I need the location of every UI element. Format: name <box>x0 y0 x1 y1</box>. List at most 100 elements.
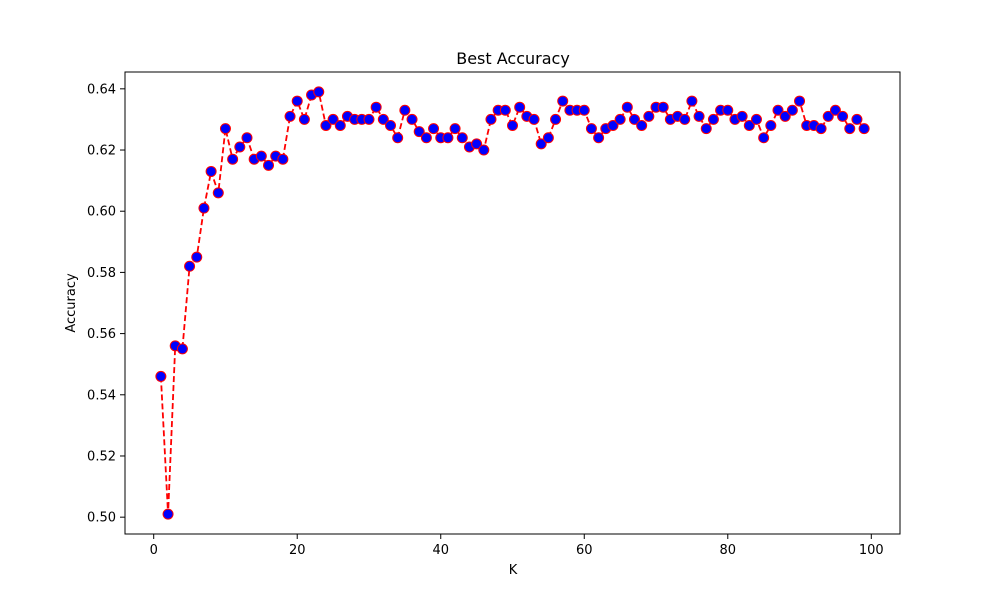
data-point <box>636 120 648 132</box>
data-point <box>786 104 798 116</box>
x-tick-label: 80 <box>720 543 737 558</box>
data-point <box>686 95 698 107</box>
data-point <box>478 144 490 156</box>
data-point <box>837 110 849 122</box>
data-point <box>643 110 655 122</box>
x-tick-label: 100 <box>859 543 884 558</box>
data-point <box>557 95 569 107</box>
data-point <box>377 113 389 125</box>
data-point <box>471 138 483 150</box>
data-point <box>442 132 454 144</box>
data-point <box>851 113 863 125</box>
data-point <box>212 187 224 199</box>
y-tick-label: 0.58 <box>87 266 116 281</box>
x-axis-ticks: 0 20 40 60 80 100 <box>150 534 884 558</box>
data-point <box>327 113 339 125</box>
data-point <box>657 101 669 113</box>
y-tick-label: 0.50 <box>87 511 116 526</box>
data-point <box>392 132 404 144</box>
plot-series <box>155 86 870 520</box>
y-tick-label: 0.52 <box>87 449 116 464</box>
data-point <box>772 104 784 116</box>
y-tick-label: 0.60 <box>87 205 116 220</box>
data-point <box>176 343 188 355</box>
data-point <box>507 120 518 132</box>
x-tick-label: 0 <box>150 543 158 558</box>
x-tick-label: 40 <box>432 543 449 558</box>
data-point <box>184 260 196 272</box>
data-point <box>320 120 332 132</box>
data-point <box>844 123 856 135</box>
data-point <box>198 202 210 214</box>
data-point <box>535 138 547 150</box>
data-point <box>815 123 827 135</box>
data-point <box>700 123 712 135</box>
y-tick-label: 0.56 <box>87 327 116 342</box>
data-point <box>420 132 432 144</box>
data-point <box>227 153 239 165</box>
data-point <box>456 132 468 144</box>
data-point <box>829 104 841 116</box>
data-point <box>449 123 461 135</box>
data-point <box>822 110 834 122</box>
data-point <box>743 120 755 132</box>
data-point <box>263 159 275 171</box>
data-point <box>428 123 440 135</box>
data-point <box>578 104 590 116</box>
chart-title: Best Accuracy <box>456 49 570 68</box>
data-point <box>219 123 231 135</box>
y-axis-ticks: 0.50 0.52 0.54 0.56 0.58 0.60 0.62 0.64 <box>87 82 125 526</box>
data-point <box>736 110 748 122</box>
x-tick-label: 60 <box>576 543 593 558</box>
data-point <box>585 123 597 135</box>
data-point <box>858 123 870 135</box>
data-point <box>750 113 762 125</box>
data-point <box>205 165 217 177</box>
data-point <box>528 113 540 125</box>
data-point <box>155 370 167 382</box>
data-point <box>291 95 303 107</box>
x-tick-label: 20 <box>289 543 306 558</box>
y-tick-label: 0.64 <box>87 82 116 97</box>
data-point <box>313 86 325 98</box>
data-point <box>765 120 777 132</box>
data-point <box>298 113 310 125</box>
y-axis-label: Accuracy <box>64 273 79 333</box>
x-axis-label: K <box>509 563 518 578</box>
data-point <box>779 110 791 122</box>
data-point <box>722 104 734 116</box>
data-point <box>334 120 346 132</box>
data-point <box>758 132 770 144</box>
data-point <box>399 104 411 116</box>
data-point <box>542 132 554 144</box>
data-point <box>234 141 246 153</box>
data-point <box>406 113 418 125</box>
data-point <box>255 150 267 162</box>
data-point <box>277 153 289 165</box>
data-point <box>607 120 619 132</box>
data-point <box>593 132 605 144</box>
y-tick-label: 0.62 <box>87 144 116 159</box>
data-point <box>499 104 511 116</box>
data-point <box>284 110 296 122</box>
data-point <box>385 120 397 132</box>
data-point <box>794 95 806 107</box>
data-point <box>707 113 719 125</box>
data-point <box>550 113 562 125</box>
plot-frame <box>124 71 901 535</box>
data-point <box>679 113 691 125</box>
data-point <box>485 113 497 125</box>
data-point <box>363 113 375 125</box>
data-point <box>693 110 705 122</box>
data-point <box>628 113 640 125</box>
data-point <box>614 113 626 125</box>
data-point <box>514 101 526 113</box>
data-point <box>413 126 425 138</box>
data-point <box>191 251 203 263</box>
data-point <box>241 132 253 144</box>
data-point <box>621 101 633 113</box>
data-point <box>162 508 174 520</box>
